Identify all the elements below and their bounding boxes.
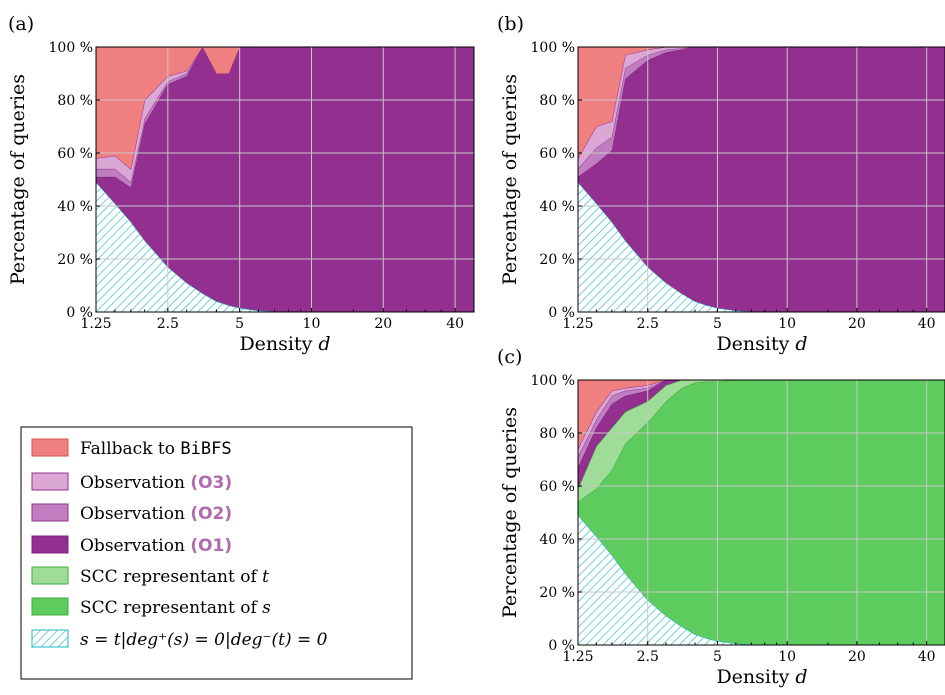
area-o3: [96, 47, 474, 183]
area-layers: [578, 47, 945, 312]
x-tick-label: 1.25: [562, 316, 593, 332]
x-axis-title: Density d: [239, 333, 330, 355]
y-tick-label: 20 %: [539, 252, 575, 268]
y-tick-label: 80 %: [539, 426, 575, 442]
x-axis-title: Density d: [716, 333, 807, 355]
area-layers: [96, 47, 474, 312]
legend-box: [20, 426, 413, 680]
legend: Fallback to BiBFS Observation (O3) Observa…: [20, 426, 413, 680]
legend-item-o1: Observation (O1): [31, 535, 232, 556]
y-tick-label: 0 %: [548, 638, 575, 654]
x-tick-label: 2.5: [637, 316, 659, 332]
y-tick-label: 80 %: [57, 93, 93, 109]
x-tick-label: 2.5: [637, 649, 659, 665]
chart-panel-c: 1.25 2.5 5 10 20 40 0 % 20 % 40 % 60 % 80 % 100 % De…: [497, 346, 945, 688]
area-trivial: [96, 182, 474, 312]
panel-label: (c): [497, 346, 522, 368]
x-tick-label: 20: [848, 316, 866, 332]
y-tick-label: 0 %: [548, 305, 575, 321]
plot-frame: [95, 46, 475, 313]
legend-swatch: [31, 472, 69, 491]
x-tick-label: 1.25: [80, 316, 111, 332]
x-tick-label: 20: [374, 316, 392, 332]
x-tick-label: 2.5: [157, 316, 179, 332]
x-tick-label: 10: [778, 649, 796, 665]
x-tick-label: 40: [918, 649, 936, 665]
y-tick-label: 20 %: [57, 252, 93, 268]
area-o2: [96, 47, 474, 188]
legend-swatch: [31, 438, 69, 457]
y-axis-title: Percentage of queries: [7, 74, 29, 285]
area-o1: [96, 47, 474, 312]
legend-swatch: [31, 503, 69, 522]
y-tick-label: 80 %: [539, 93, 575, 109]
x-tick-label: 5: [713, 316, 722, 332]
x-tick-label: 40: [918, 316, 936, 332]
area-trivial: [578, 182, 945, 312]
legend-label: Observation (O2): [80, 504, 232, 524]
legend-item-fallback: Fallback to BiBFS: [31, 438, 232, 459]
y-tick-label: 40 %: [539, 199, 575, 215]
y-tick-label: 40 %: [57, 199, 93, 215]
legend-label: Fallback to BiBFS: [80, 439, 232, 459]
panel-label: (b): [497, 13, 524, 35]
y-tick-label: 40 %: [539, 532, 575, 548]
y-tick-label: 100 %: [49, 40, 93, 56]
x-tick-label: 1.25: [562, 649, 593, 665]
legend-swatch: [31, 597, 69, 616]
y-axis-title: Percentage of queries: [499, 407, 521, 618]
legend-item-trivial: s = t|deg⁺(s) = 0|deg⁻(t) = 0: [31, 629, 328, 650]
legend-swatch: [31, 535, 69, 554]
plot-frame: [577, 379, 945, 646]
legend-label: s = t|deg⁺(s) = 0|deg⁻(t) = 0: [80, 630, 328, 650]
legend-item-o2: Observation (O2): [31, 503, 232, 524]
y-tick-label: 100 %: [531, 373, 575, 389]
area-fallback: [578, 380, 945, 449]
area-fallback: [96, 47, 474, 169]
legend-swatch: [31, 629, 69, 648]
chart-panel-b: 1.25 2.5 5 10 20 40 0 % 20 % 40 % 60 % 80 % 100 % De…: [497, 13, 945, 355]
area-trivial: [578, 515, 945, 645]
legend-label: SCC representant of s: [80, 598, 271, 618]
legend-item-scc_t: SCC representant of t: [31, 566, 269, 587]
x-axis-title: Density d: [716, 666, 807, 688]
panel-label: (a): [8, 13, 34, 35]
y-tick-label: 60 %: [539, 146, 575, 162]
x-tick-label: 20: [848, 649, 866, 665]
y-tick-label: 60 %: [57, 146, 93, 162]
legend-label: Observation (O3): [80, 473, 232, 493]
x-tick-label: 5: [235, 316, 244, 332]
x-tick-label: 5: [713, 649, 722, 665]
area-scc_s: [578, 380, 945, 645]
plot-frame: [577, 46, 945, 313]
legend-swatch: [31, 566, 69, 585]
x-tick-label: 10: [778, 316, 796, 332]
area-o1: [578, 47, 945, 312]
y-axis-title: Percentage of queries: [499, 74, 521, 285]
chart-panel-a: 1.25 2.5 5 10 20 40 0 % 20 % 40 % 60 % 80 % 100 % De…: [7, 13, 475, 355]
y-tick-label: 0 %: [66, 305, 93, 321]
area-layers: [578, 380, 945, 645]
x-tick-label: 40: [446, 316, 464, 332]
legend-label: Observation (O1): [80, 536, 232, 556]
y-tick-label: 60 %: [539, 479, 575, 495]
area-fallback: [578, 47, 945, 159]
y-tick-label: 20 %: [539, 585, 575, 601]
legend-label: SCC representant of t: [80, 567, 269, 587]
y-tick-label: 100 %: [531, 40, 575, 56]
legend-item-o3: Observation (O3): [31, 472, 232, 493]
line-o3: [578, 380, 945, 450]
legend-item-scc_s: SCC representant of s: [31, 597, 271, 618]
x-tick-label: 10: [303, 316, 321, 332]
